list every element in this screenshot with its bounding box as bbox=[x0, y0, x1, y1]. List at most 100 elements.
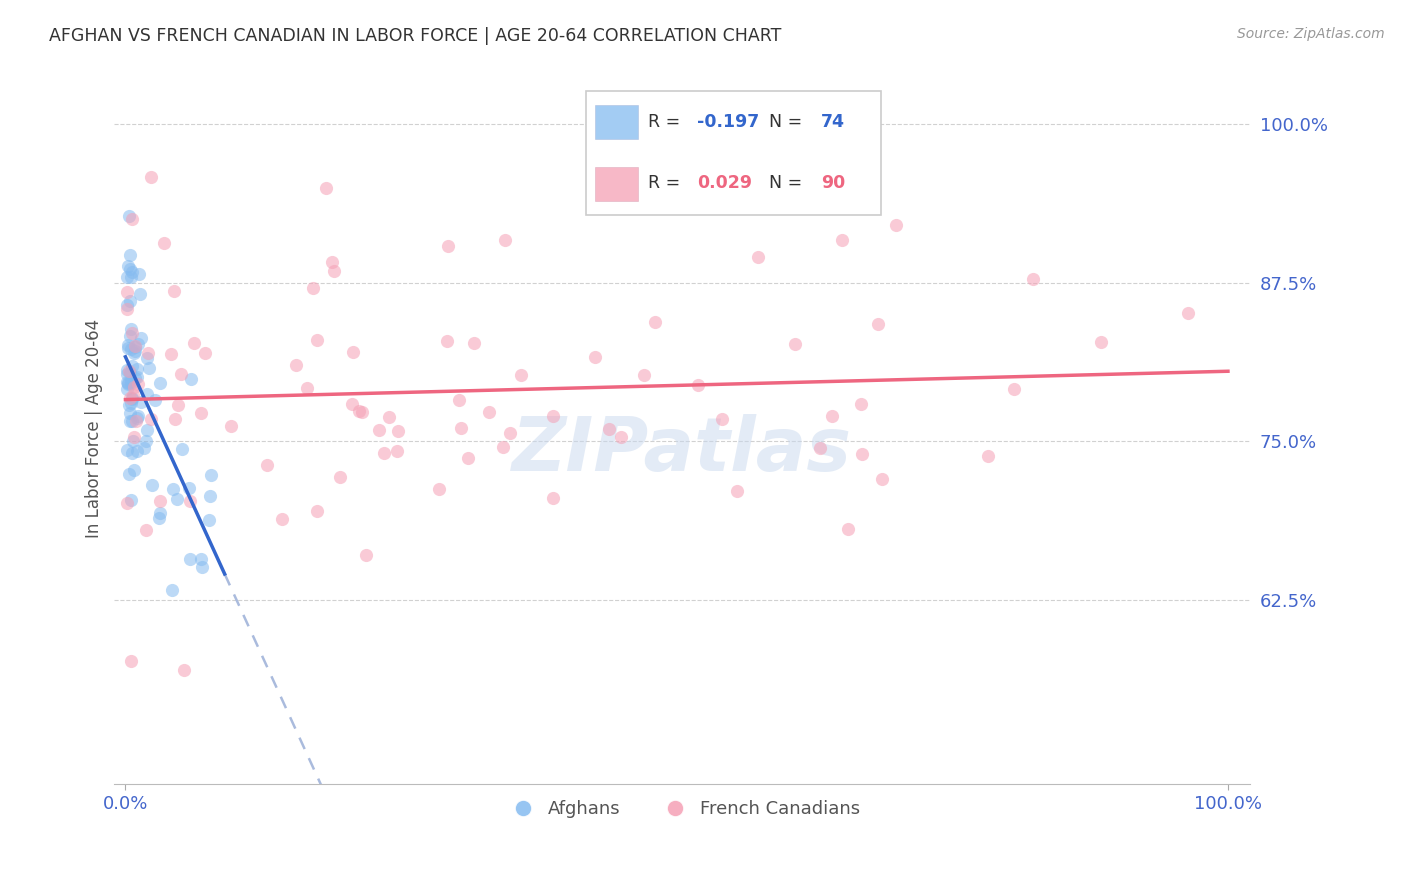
Point bbox=[256, 458, 278, 472]
Text: N =: N = bbox=[758, 174, 808, 193]
Point bbox=[307, 504, 329, 518]
Point bbox=[127, 409, 149, 423]
Point bbox=[478, 405, 501, 419]
Point bbox=[118, 209, 141, 223]
Point bbox=[373, 446, 395, 460]
Point bbox=[837, 522, 859, 536]
Point bbox=[128, 267, 150, 281]
Point bbox=[117, 338, 139, 352]
Point bbox=[115, 496, 138, 510]
Point bbox=[851, 447, 873, 461]
Point bbox=[295, 380, 318, 394]
Point bbox=[135, 387, 157, 401]
Point bbox=[499, 425, 522, 440]
Point bbox=[148, 511, 170, 525]
Text: 0.029: 0.029 bbox=[697, 174, 752, 193]
Point bbox=[378, 410, 401, 425]
Point bbox=[305, 333, 328, 347]
Point bbox=[115, 368, 138, 382]
Point bbox=[120, 376, 142, 390]
Point bbox=[117, 259, 139, 273]
Point bbox=[166, 398, 188, 412]
Point bbox=[124, 340, 146, 354]
Point bbox=[136, 346, 159, 360]
Point bbox=[149, 376, 172, 390]
FancyBboxPatch shape bbox=[595, 167, 638, 201]
Point bbox=[494, 234, 516, 248]
Point bbox=[285, 358, 308, 372]
Point bbox=[976, 449, 998, 463]
Point bbox=[190, 552, 212, 566]
Point bbox=[135, 423, 157, 437]
Point bbox=[194, 345, 217, 359]
Point bbox=[115, 270, 138, 285]
Point bbox=[118, 406, 141, 420]
Point bbox=[124, 429, 146, 443]
Point bbox=[1177, 305, 1199, 319]
Point bbox=[159, 346, 181, 360]
Point bbox=[118, 364, 141, 378]
Point bbox=[124, 463, 146, 477]
Text: ZIPatlas: ZIPatlas bbox=[512, 414, 852, 486]
Point bbox=[868, 317, 890, 331]
Point bbox=[122, 380, 145, 394]
Point bbox=[118, 261, 141, 276]
Point bbox=[115, 382, 138, 396]
Point bbox=[644, 315, 666, 329]
Point bbox=[117, 376, 139, 390]
Point bbox=[166, 492, 188, 507]
Point bbox=[183, 335, 205, 350]
Point bbox=[179, 551, 201, 566]
Point bbox=[367, 423, 389, 437]
Point bbox=[132, 441, 155, 455]
FancyBboxPatch shape bbox=[586, 91, 882, 215]
Point bbox=[686, 378, 709, 392]
Point bbox=[387, 443, 409, 458]
Point bbox=[141, 477, 163, 491]
Point bbox=[387, 424, 409, 438]
Point bbox=[141, 170, 163, 185]
Point bbox=[149, 506, 172, 520]
Point bbox=[315, 181, 337, 195]
Point bbox=[120, 367, 142, 381]
Point bbox=[121, 391, 143, 405]
Text: N =: N = bbox=[758, 113, 808, 131]
Point bbox=[129, 395, 152, 409]
Point bbox=[1002, 382, 1025, 396]
Point bbox=[118, 414, 141, 428]
Point bbox=[120, 342, 142, 356]
Point bbox=[127, 362, 149, 376]
Point bbox=[143, 393, 166, 408]
Point bbox=[135, 434, 157, 448]
Point bbox=[821, 409, 844, 423]
Point bbox=[342, 345, 364, 359]
Point bbox=[115, 298, 138, 312]
Point bbox=[198, 512, 221, 526]
Point bbox=[436, 334, 458, 348]
Point bbox=[153, 235, 176, 250]
Point bbox=[808, 442, 831, 456]
Text: R =: R = bbox=[648, 113, 686, 131]
Point bbox=[349, 403, 371, 417]
Point bbox=[541, 491, 564, 505]
Point bbox=[122, 388, 145, 402]
Point bbox=[124, 339, 146, 353]
Point bbox=[127, 336, 149, 351]
Point bbox=[127, 377, 149, 392]
Point bbox=[831, 233, 853, 247]
Point bbox=[352, 404, 374, 418]
Point bbox=[115, 442, 138, 457]
Point bbox=[509, 368, 531, 382]
Point bbox=[120, 395, 142, 409]
Point bbox=[120, 392, 142, 406]
Point bbox=[121, 359, 143, 373]
Point bbox=[122, 346, 145, 360]
Point bbox=[200, 490, 222, 504]
Point bbox=[120, 328, 142, 343]
Point bbox=[633, 368, 655, 382]
Point bbox=[120, 322, 142, 336]
Point bbox=[121, 414, 143, 428]
Point bbox=[121, 392, 143, 406]
Point bbox=[170, 367, 193, 381]
Point bbox=[427, 483, 450, 497]
